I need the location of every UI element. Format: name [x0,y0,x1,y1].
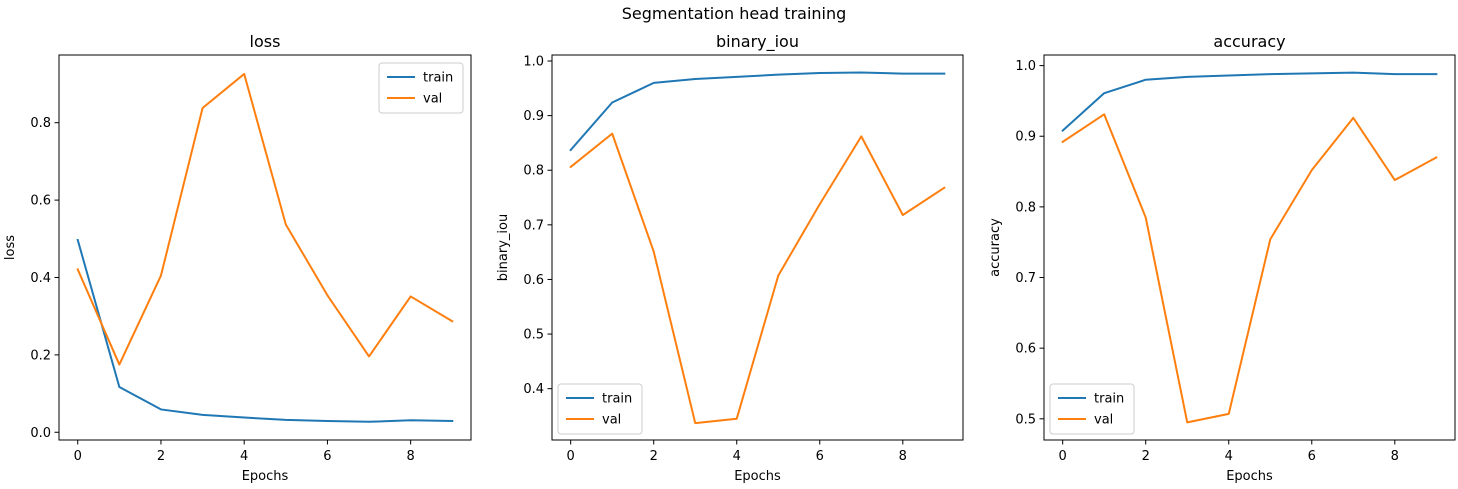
legend-label-val: val [602,413,621,428]
y-tick-label: 0.6 [30,194,51,209]
x-tick-label: 2 [157,449,165,464]
y-tick-label: 1.0 [523,55,544,70]
legend-label-val: val [1094,413,1113,428]
series-line-val [76,72,454,366]
x-tick-label: 4 [240,449,248,464]
y-tick-label: 0.4 [523,382,544,397]
plot-frame [551,54,964,441]
legend-label-train: train [423,71,453,86]
legend-label-val: val [423,92,442,107]
x-tick-label: 2 [650,449,658,464]
y-tick-label: 0.9 [1015,130,1036,145]
y-tick-label: 0.8 [1015,200,1036,215]
legend-box [1049,383,1135,435]
legend: train val [557,383,643,435]
legend: train val [378,62,464,114]
y-tick-label: 0.7 [1015,271,1036,286]
x-tick-label: 4 [733,449,741,464]
chart-panel-binary_iou: binary_iou 0 2 4 6 8 0.4 0.5 0.6 0.7 0.8 0.9 1.0 Epoc… [496,32,964,484]
plot-frame [1043,54,1456,441]
y-axis-label: accuracy [988,218,1003,277]
series-line-train [569,71,946,152]
x-tick-label: 4 [1225,449,1233,464]
y-tick-label: 0.9 [523,109,544,124]
x-tick-label: 6 [323,449,331,464]
x-tick-label: 2 [1142,449,1150,464]
series-line-val [569,132,946,425]
x-tick-label: 8 [1391,449,1399,464]
y-tick-label: 0.5 [1015,412,1036,427]
y-axis-label: binary_iou [496,214,511,281]
legend: train val [1049,383,1135,435]
plot-frame [58,54,472,441]
x-tick-label: 0 [1059,449,1067,464]
y-tick-label: 0.0 [30,426,51,441]
legend-label-train: train [602,392,632,407]
chart-title: binary_iou [716,32,799,52]
figure-suptitle: Segmentation head training [622,4,847,23]
series-line-train [1061,71,1438,133]
y-tick-label: 0.6 [1015,342,1036,357]
chart-panel-accuracy: accuracy 0 2 4 6 8 0.5 0.6 0.7 0.8 0.9 1.0 Epochs acc… [988,32,1456,484]
x-tick-label: 0 [74,449,82,464]
y-tick-label: 0.8 [523,164,544,179]
x-axis-label: Epochs [734,469,781,484]
x-tick-label: 8 [407,449,415,464]
x-axis-label: Epochs [1226,469,1273,484]
chart-title: loss [250,32,281,51]
y-tick-label: 0.7 [523,218,544,233]
y-axis-label: loss [3,235,18,260]
series-line-val [1061,113,1438,424]
legend-label-train: train [1094,392,1124,407]
x-tick-label: 8 [899,449,907,464]
legend-box [557,383,643,435]
x-axis-label: Epochs [242,469,289,484]
y-tick-label: 0.2 [30,348,51,363]
y-tick-label: 1.0 [1015,59,1036,74]
y-tick-label: 0.5 [523,328,544,343]
y-tick-label: 0.8 [30,116,51,131]
x-tick-label: 0 [567,449,575,464]
x-tick-label: 6 [1308,449,1316,464]
series-line-train [76,238,454,423]
y-tick-label: 0.6 [523,273,544,288]
legend-box [378,62,464,114]
chart-title: accuracy [1213,32,1285,51]
chart-panel-loss: loss 0 2 4 6 8 0.0 0.2 0.4 0.6 0.8 Epochs loss train v… [3,32,472,484]
x-tick-label: 6 [816,449,824,464]
y-tick-label: 0.4 [30,271,51,286]
